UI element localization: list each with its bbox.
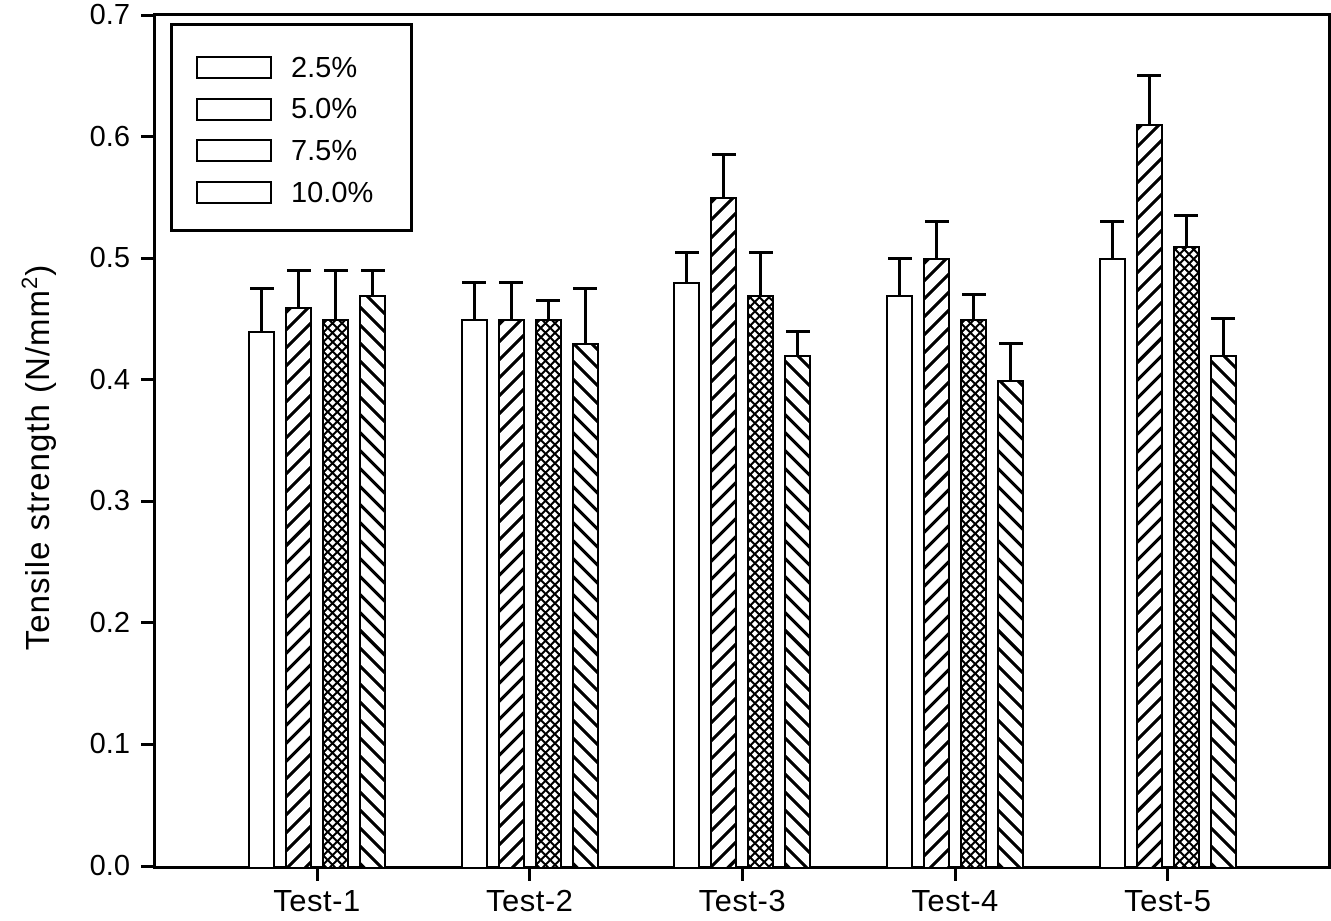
legend: 2.5% 5.0% 7.5% 10.0% — [170, 23, 413, 232]
y-axis-tick — [141, 13, 153, 17]
x-axis-tick — [740, 869, 744, 881]
bar-7.5%-Test-4 — [960, 318, 988, 869]
y-axis-tick — [141, 742, 153, 746]
bar-2.5%-Test-4 — [886, 294, 914, 869]
error-bar-cap — [785, 329, 810, 333]
error-bar-line — [297, 270, 300, 307]
legend-swatch-5.0% — [196, 97, 272, 121]
error-bar-cap — [536, 299, 561, 303]
bar-5.0%-Test-4 — [923, 258, 951, 869]
bar-7.5%-Test-1 — [322, 318, 349, 869]
error-bar-cap — [499, 280, 524, 284]
y-axis-tick-label: 0.5 — [89, 242, 130, 275]
error-bar-line — [546, 300, 550, 319]
error-bar-cap — [1211, 317, 1236, 321]
error-bar-cap — [360, 268, 385, 272]
y-axis-tick-label: 0.7 — [89, 0, 130, 31]
legend-label-10.0%: 10.0% — [291, 176, 374, 209]
bar-7.5%-Test-5 — [1172, 245, 1200, 869]
x-axis-tick-label: Test-5 — [1124, 883, 1212, 918]
error-bar-cap — [1174, 214, 1199, 218]
error-bar-cap — [998, 341, 1023, 345]
error-bar-line — [371, 270, 374, 295]
y-axis-tick — [141, 499, 153, 503]
y-axis-tick-label: 0.2 — [89, 606, 130, 639]
bar-2.5%-Test-3 — [673, 282, 701, 869]
error-bar-cap — [887, 256, 912, 260]
error-bar-line — [1110, 221, 1114, 259]
y-axis-tick — [141, 135, 153, 139]
bar-2.5%-Test-5 — [1098, 258, 1126, 869]
error-bar-line — [509, 282, 513, 319]
bar-5.0%-Test-5 — [1135, 124, 1163, 869]
x-axis-tick — [315, 869, 319, 881]
bar-7.5%-Test-3 — [747, 294, 775, 869]
x-axis-tick-label: Test-2 — [485, 883, 574, 918]
bar-10.0%-Test-4 — [997, 379, 1025, 869]
bar-2.5%-Test-1 — [248, 331, 275, 869]
error-bar-cap — [1100, 220, 1125, 224]
error-bar-line — [1147, 75, 1151, 125]
error-bar-line — [935, 221, 939, 259]
y-axis-tick — [141, 256, 153, 260]
error-bar-line — [796, 331, 800, 356]
bar-10.0%-Test-2 — [571, 343, 599, 869]
error-bar-cap — [573, 287, 598, 291]
error-bar-line — [334, 270, 337, 319]
error-bar-line — [1009, 343, 1013, 380]
y-axis-tick-label: 0.4 — [89, 363, 130, 396]
bar-2.5%-Test-2 — [460, 318, 488, 869]
error-bar-cap — [924, 220, 949, 224]
legend-swatch-2.5% — [196, 56, 272, 79]
y-axis-tick — [141, 864, 153, 868]
error-bar-cap — [961, 293, 986, 297]
error-bar-line — [722, 154, 726, 198]
y-axis-tick-label: 0.3 — [89, 485, 130, 518]
legend-swatch-7.5% — [196, 139, 272, 163]
x-axis-tick — [528, 869, 532, 881]
legend-swatch-10.0% — [196, 181, 272, 205]
bar-5.0%-Test-1 — [285, 306, 312, 869]
error-bar-line — [759, 252, 763, 295]
bar-10.0%-Test-3 — [784, 355, 812, 869]
y-axis-tick — [141, 378, 153, 382]
legend-label-5.0%: 5.0% — [291, 93, 358, 126]
bar-5.0%-Test-2 — [497, 318, 525, 869]
x-axis-tick — [953, 869, 957, 881]
error-bar-line — [685, 252, 689, 283]
error-bar-cap — [748, 250, 773, 254]
bar-10.0%-Test-1 — [359, 294, 386, 869]
x-axis-tick-label: Test-4 — [911, 883, 999, 918]
error-bar-cap — [249, 287, 274, 291]
error-bar-line — [472, 282, 476, 319]
bar-5.0%-Test-3 — [710, 197, 738, 869]
error-bar-line — [583, 288, 587, 344]
legend-label-7.5%: 7.5% — [291, 134, 358, 167]
y-axis-tick-label: 0.6 — [89, 120, 130, 153]
error-bar-cap — [462, 280, 487, 284]
bar-10.0%-Test-5 — [1209, 355, 1237, 869]
error-bar-cap — [323, 268, 348, 272]
error-bar-line — [972, 294, 976, 319]
error-bar-cap — [674, 250, 699, 254]
bar-7.5%-Test-2 — [534, 318, 562, 869]
y-axis-tick — [141, 621, 153, 625]
y-axis-label-text: Tensile strength (N/mm — [19, 289, 56, 651]
error-bar-line — [260, 288, 263, 332]
y-axis-tick-label: 0.0 — [89, 850, 130, 882]
error-bar-cap — [286, 268, 311, 272]
error-bar-line — [1221, 318, 1225, 356]
error-bar-line — [898, 258, 902, 295]
error-bar-line — [1184, 215, 1188, 246]
y-axis-label-superscript: 2 — [17, 275, 42, 289]
legend-label-2.5%: 2.5% — [291, 51, 358, 84]
x-axis-tick — [1166, 869, 1170, 881]
y-axis-tick-label: 0.1 — [89, 728, 130, 761]
error-bar-cap — [1137, 74, 1162, 78]
x-axis-tick-label: Test-1 — [273, 883, 361, 918]
error-bar-cap — [711, 153, 736, 157]
x-axis-tick-label: Test-3 — [698, 883, 787, 918]
